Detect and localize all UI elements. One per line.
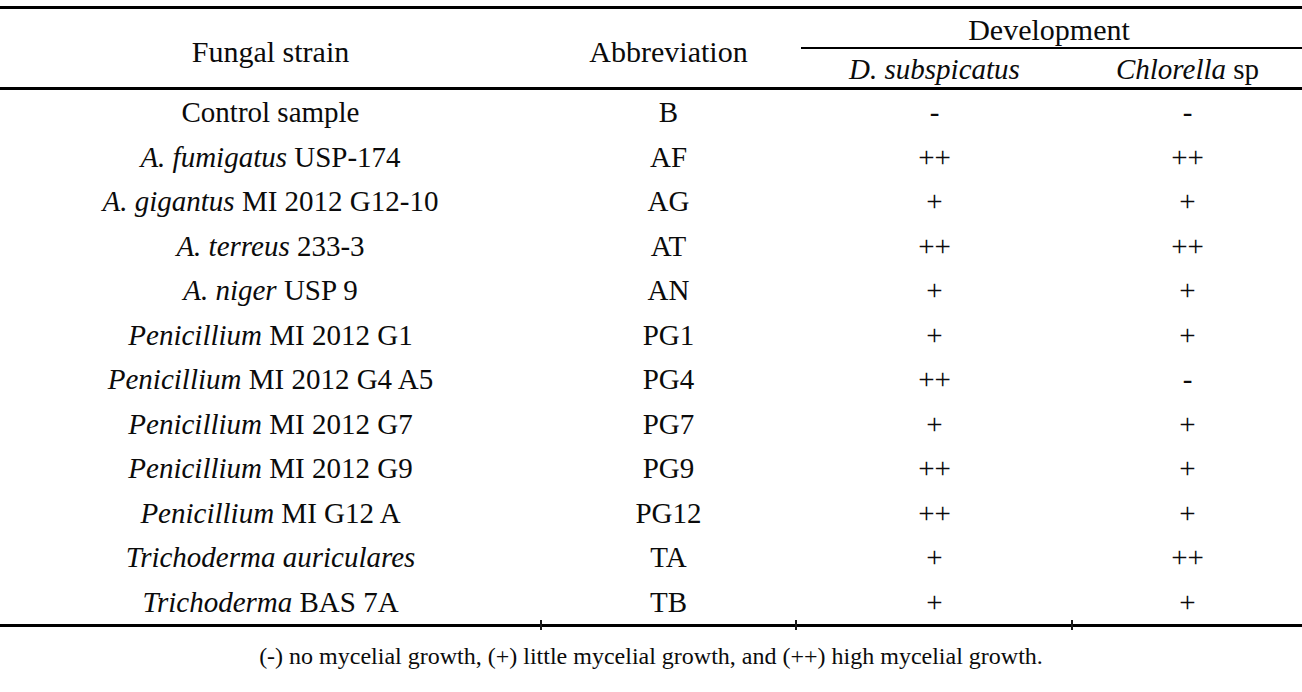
strain-italic-text: A. terreus bbox=[176, 230, 289, 262]
abbreviation-cell: AG bbox=[541, 179, 796, 224]
chlorella-development-cell: + bbox=[1073, 402, 1302, 447]
table-row: Penicillium MI 2012 G1 PG1 + + bbox=[0, 313, 1302, 358]
chlorella-italic-text: Chlorella bbox=[1116, 53, 1226, 85]
abbreviation-cell: PG4 bbox=[541, 357, 796, 402]
abbreviation-cell: PG12 bbox=[541, 491, 796, 536]
strain-italic-text: Penicillium bbox=[108, 363, 242, 395]
col-header-development: Development bbox=[796, 9, 1302, 47]
abbreviation-cell: AN bbox=[541, 268, 796, 313]
strain-regular-text: USP-174 bbox=[287, 141, 401, 173]
strain-regular-text: Control sample bbox=[181, 96, 359, 128]
table-body: Control sample B - - A. fumigatus USP-17… bbox=[0, 90, 1302, 624]
strain-italic-text: Penicillium bbox=[128, 452, 262, 484]
fungal-strain-table-figure: Fungal strain Abbreviation Development D… bbox=[0, 0, 1302, 692]
table-row: A. fumigatus USP-174 AF ++ ++ bbox=[0, 135, 1302, 180]
chlorella-development-cell: ++ bbox=[1073, 224, 1302, 269]
table-row: Trichoderma BAS 7A TB + + bbox=[0, 580, 1302, 625]
strain-regular-text: MI 2012 G1 bbox=[262, 319, 413, 351]
development-subheader-row: D. subspicatus Chlorella sp bbox=[796, 49, 1302, 87]
d-subspicatus-development-cell: ++ bbox=[796, 357, 1073, 402]
column-border-tick bbox=[795, 620, 797, 630]
d-subspicatus-development-cell: + bbox=[796, 313, 1073, 358]
strain-cell: A. niger USP 9 bbox=[0, 268, 541, 313]
strain-regular-text: USP 9 bbox=[277, 274, 358, 306]
abbreviation-cell: AF bbox=[541, 135, 796, 180]
strain-cell: A. fumigatus USP-174 bbox=[0, 135, 541, 180]
d-subspicatus-development-cell: ++ bbox=[796, 135, 1073, 180]
table-header-row: Fungal strain Abbreviation Development D… bbox=[0, 9, 1302, 87]
strain-cell: Penicillium MI 2012 G9 bbox=[0, 446, 541, 491]
strain-italic-text: A. fumigatus bbox=[140, 141, 287, 173]
d-subspicatus-development-cell: + bbox=[796, 580, 1073, 625]
abbreviation-cell: TB bbox=[541, 580, 796, 625]
col-group-development: Development D. subspicatus Chlorella sp bbox=[796, 9, 1302, 87]
strain-cell: Penicillium MI 2012 G1 bbox=[0, 313, 541, 358]
table-row: Penicillium MI G12 A PG12 ++ + bbox=[0, 491, 1302, 536]
strain-regular-text: MI G12 A bbox=[274, 497, 400, 529]
d-subspicatus-development-cell: + bbox=[796, 179, 1073, 224]
strain-regular-text: BAS 7A bbox=[292, 586, 398, 618]
d-subspicatus-development-cell: + bbox=[796, 268, 1073, 313]
abbreviation-cell: PG7 bbox=[541, 402, 796, 447]
strain-cell: A. terreus 233-3 bbox=[0, 224, 541, 269]
strain-cell: Control sample bbox=[0, 90, 541, 135]
abbreviation-cell: TA bbox=[541, 535, 796, 580]
d-subspicatus-development-cell: + bbox=[796, 402, 1073, 447]
strain-cell: Trichoderma BAS 7A bbox=[0, 580, 541, 625]
chlorella-development-cell: + bbox=[1073, 580, 1302, 625]
strain-cell: Penicillium MI 2012 G7 bbox=[0, 402, 541, 447]
abbreviation-cell: AT bbox=[541, 224, 796, 269]
table-row: A. gigantus MI 2012 G12-10 AG + + bbox=[0, 179, 1302, 224]
chlorella-development-cell: + bbox=[1073, 268, 1302, 313]
chlorella-development-cell: + bbox=[1073, 179, 1302, 224]
chlorella-sp-text: sp bbox=[1226, 53, 1259, 85]
abbreviation-cell: PG9 bbox=[541, 446, 796, 491]
table-row: Penicillium MI 2012 G9 PG9 ++ + bbox=[0, 446, 1302, 491]
d-subspicatus-development-cell: ++ bbox=[796, 446, 1073, 491]
chlorella-development-cell: ++ bbox=[1073, 135, 1302, 180]
d-subspicatus-development-cell: ++ bbox=[796, 224, 1073, 269]
strain-regular-text: MI 2012 G9 bbox=[262, 452, 413, 484]
col-header-abbreviation: Abbreviation bbox=[541, 9, 796, 87]
strain-regular-text: MI 2012 G4 A5 bbox=[241, 363, 433, 395]
d-subspicatus-development-cell: - bbox=[796, 90, 1073, 135]
strain-italic-text: A. gigantus bbox=[103, 185, 235, 217]
strain-regular-text: MI 2012 G12-10 bbox=[235, 185, 439, 217]
strain-italic-text: Trichoderma auriculares bbox=[126, 541, 416, 573]
strain-italic-text: Penicillium bbox=[128, 319, 262, 351]
table-row: Trichoderma auriculares TA + ++ bbox=[0, 535, 1302, 580]
table-row: Penicillium MI 2012 G7 PG7 + + bbox=[0, 402, 1302, 447]
strain-cell: Penicillium MI G12 A bbox=[0, 491, 541, 536]
chlorella-development-cell: - bbox=[1073, 90, 1302, 135]
d-subspicatus-development-cell: ++ bbox=[796, 491, 1073, 536]
strain-cell: Trichoderma auriculares bbox=[0, 535, 541, 580]
col-header-chlorella-sp: Chlorella sp bbox=[1073, 49, 1302, 89]
strain-italic-text: Penicillium bbox=[128, 408, 262, 440]
abbreviation-cell: B bbox=[541, 90, 796, 135]
col-header-fungal-strain: Fungal strain bbox=[0, 9, 541, 87]
table-footnote: (-) no mycelial growth, (+) little mycel… bbox=[0, 640, 1302, 672]
strain-cell: A. gigantus MI 2012 G12-10 bbox=[0, 179, 541, 224]
col-header-d-subspicatus: D. subspicatus bbox=[796, 49, 1073, 89]
column-border-tick bbox=[540, 620, 542, 630]
strain-regular-text: MI 2012 G7 bbox=[262, 408, 413, 440]
chlorella-development-cell: ++ bbox=[1073, 535, 1302, 580]
strain-italic-text: Penicillium bbox=[140, 497, 274, 529]
chlorella-development-cell: + bbox=[1073, 446, 1302, 491]
chlorella-development-cell: + bbox=[1073, 313, 1302, 358]
abbreviation-cell: PG1 bbox=[541, 313, 796, 358]
table-row: Control sample B - - bbox=[0, 90, 1302, 135]
table-bottom-rule bbox=[0, 624, 1302, 627]
d-subspicatus-development-cell: + bbox=[796, 535, 1073, 580]
chlorella-development-cell: + bbox=[1073, 491, 1302, 536]
strain-cell: Penicillium MI 2012 G4 A5 bbox=[0, 357, 541, 402]
strain-italic-text: A. niger bbox=[183, 274, 276, 306]
column-border-tick bbox=[1071, 620, 1073, 630]
strain-regular-text: 233-3 bbox=[290, 230, 365, 262]
strain-italic-text: Trichoderma bbox=[142, 586, 292, 618]
chlorella-development-cell: - bbox=[1073, 357, 1302, 402]
table-row: A. terreus 233-3 AT ++ ++ bbox=[0, 224, 1302, 269]
table-row: A. niger USP 9 AN + + bbox=[0, 268, 1302, 313]
table-row: Penicillium MI 2012 G4 A5 PG4 ++ - bbox=[0, 357, 1302, 402]
